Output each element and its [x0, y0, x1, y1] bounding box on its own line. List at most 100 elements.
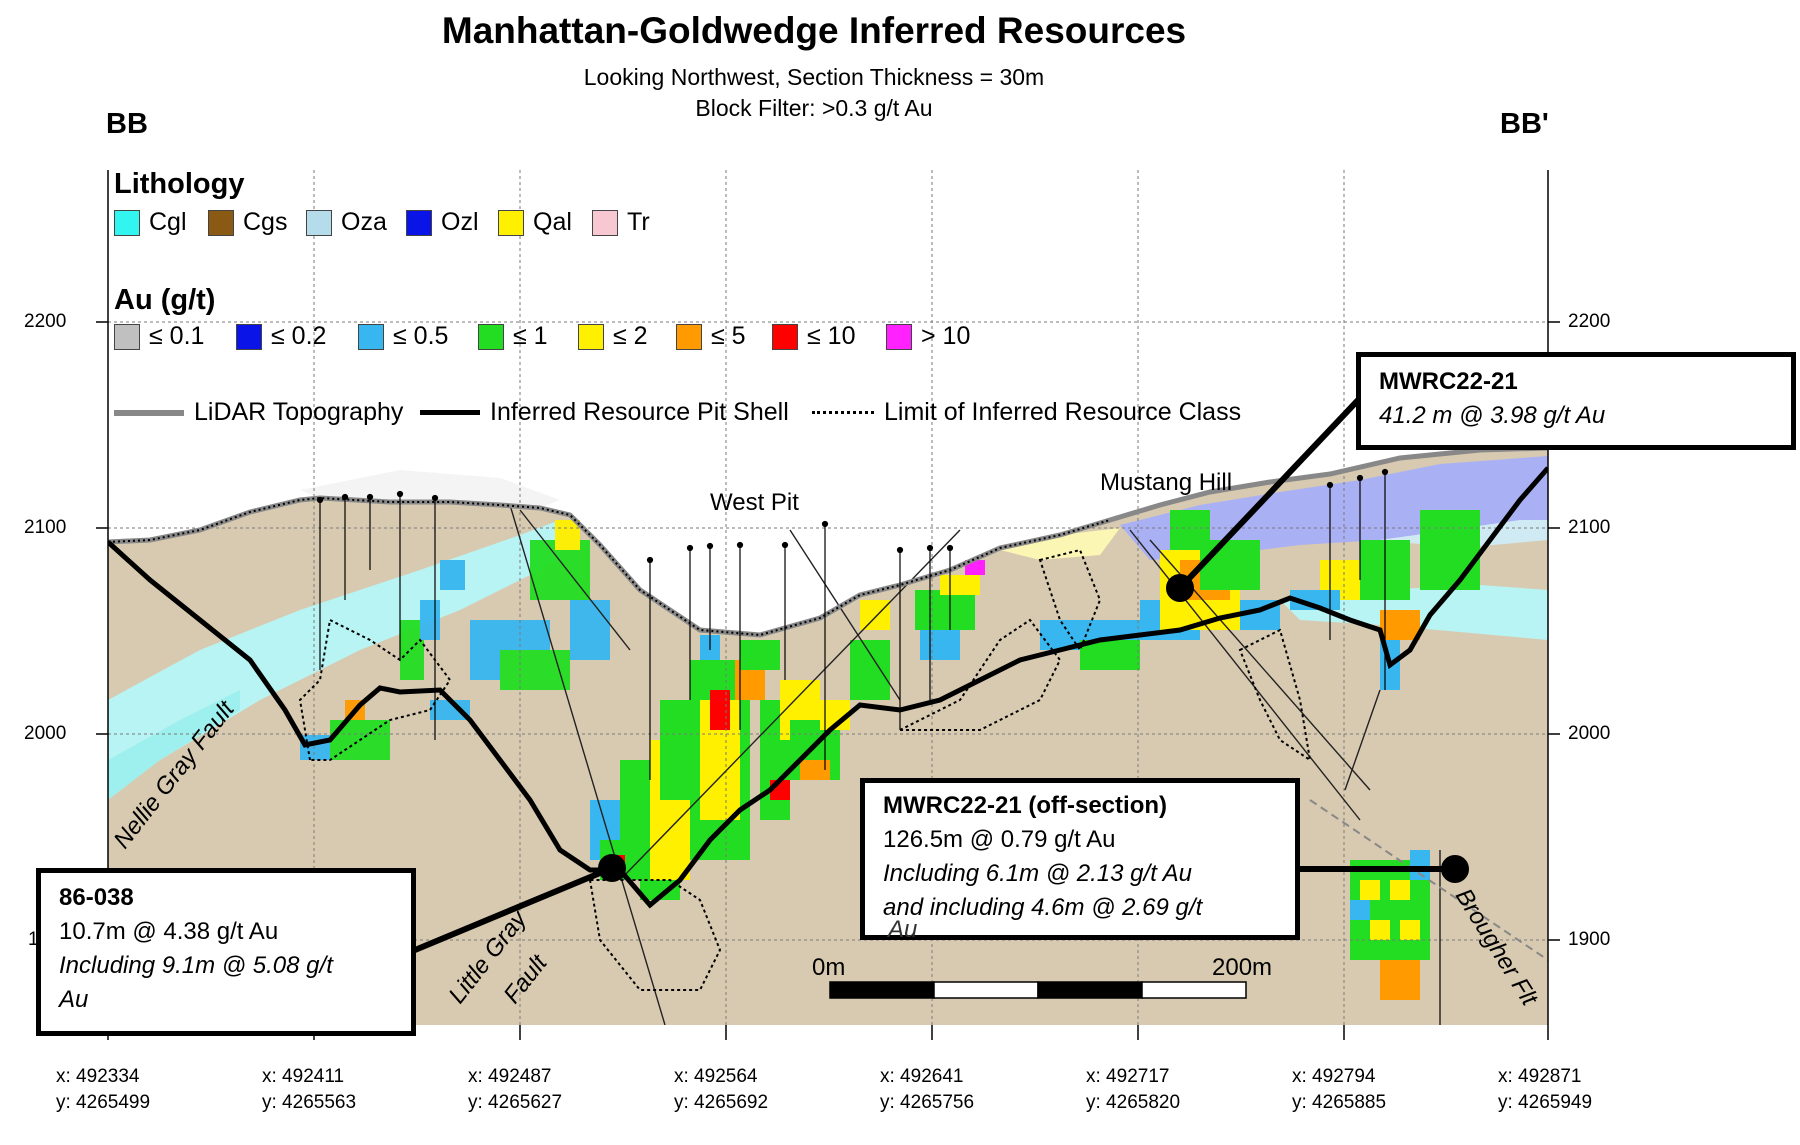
easting-label: x: 492487 — [468, 1066, 552, 1087]
callout-offsection-line4: Au — [888, 916, 918, 943]
au-legend-item: ≤ 0.2 — [236, 322, 326, 351]
legend-swatch — [886, 323, 912, 350]
fault-lines — [509, 504, 1381, 1025]
legend-swatch — [114, 209, 140, 236]
easting-label: x: 492564 — [674, 1066, 758, 1087]
west-pit-label: West Pit — [710, 489, 799, 516]
block-model-east — [1040, 510, 1480, 690]
callout-86-038-line3: Au — [59, 986, 89, 1013]
section-start-label: BB — [106, 108, 148, 140]
lithology-legend-item: Qal — [498, 208, 572, 237]
callout-offsection-line3: and including 4.6m @ 2.69 g/t — [883, 894, 1203, 921]
legend-swatch — [578, 323, 604, 350]
legend-pit-shell: Inferred Resource Pit Shell — [420, 398, 789, 427]
legend-label: ≤ 10 — [807, 322, 856, 350]
lithology-legend-item: Cgs — [208, 208, 287, 237]
legend-label: Ozl — [441, 208, 479, 236]
lithology-legend-title: Lithology — [114, 168, 245, 200]
northing-label: y: 4265756 — [880, 1092, 975, 1113]
legend-label: ≤ 2 — [613, 322, 648, 350]
legend-label: Tr — [627, 208, 650, 236]
scale-bar — [829, 981, 1247, 999]
northing-label: y: 4265949 — [1498, 1092, 1593, 1113]
easting-label: x: 492794 — [1292, 1066, 1376, 1087]
au-legend-item: > 10 — [886, 322, 970, 351]
legend-swatch — [358, 323, 384, 350]
coordinate-tick-label: x: 492564 y: 4265692 — [674, 1064, 768, 1116]
legend-swatch — [498, 209, 524, 236]
coordinate-tick-label: x: 492794 y: 4265885 — [1292, 1064, 1386, 1116]
qal-sliver — [1000, 528, 1120, 560]
legend-label: Oza — [341, 208, 387, 236]
legend-swatch — [114, 323, 140, 350]
legend-swatch — [208, 209, 234, 236]
inferred-pit-shell — [108, 466, 1548, 909]
callout-mwrc22-21: MWRC22-21 41.2 m @ 3.98 g/t Au — [1356, 352, 1796, 450]
callout-mwrc22-21-title: MWRC22-21 — [1379, 368, 1518, 395]
drill-holes — [316, 468, 1441, 1025]
lithology-legend-item: Cgl — [114, 208, 187, 237]
callout-leaders — [413, 395, 1469, 953]
coordinate-tick-label: x: 492871 y: 4265949 — [1498, 1064, 1592, 1116]
legend-swatch — [406, 209, 432, 236]
legend-label: Cgl — [149, 208, 187, 236]
y-tick-left-2000: 2000 — [24, 723, 67, 744]
scale-end-label: 200m — [1212, 954, 1272, 981]
legend-lidar-topography: LiDAR Topography — [114, 398, 403, 427]
callout-mwrc22-21-offsection: MWRC22-21 (off-section) 126.5m @ 0.79 g/… — [860, 778, 1300, 943]
scale-start-label: 0m — [812, 954, 845, 981]
au-legend-item: ≤ 2 — [578, 322, 648, 351]
section-end-label: BB' — [1500, 108, 1549, 140]
easting-label: x: 492411 — [262, 1066, 345, 1087]
chart-title: Manhattan-Goldwedge Inferred Resources — [441, 10, 1187, 51]
legend-label: Qal — [533, 208, 572, 236]
northing-label: y: 4265627 — [468, 1092, 563, 1113]
legend-swatch — [676, 323, 702, 350]
legend-label: ≤ 5 — [711, 322, 746, 350]
callout-mwrc22-21-line1: 41.2 m @ 3.98 g/t Au — [1379, 402, 1606, 429]
au-legend-item: ≤ 5 — [676, 322, 746, 351]
y-tick-right-2200: 2200 — [1568, 311, 1611, 332]
legend-resource-limit: Limit of Inferred Resource Class — [812, 398, 1241, 427]
legend-swatch — [478, 323, 504, 350]
northing-label: y: 4265820 — [1086, 1092, 1181, 1113]
resource-limit-outline — [298, 548, 1312, 991]
y-tick-right-2100: 2100 — [1568, 517, 1611, 538]
y-tick-left-2200: 2200 — [24, 311, 67, 332]
callout-86-038-title: 86-038 — [59, 884, 134, 911]
ozl-cap-east — [1120, 456, 1548, 560]
coordinate-tick-label: x: 492641 y: 4265756 — [880, 1064, 974, 1116]
callout-86-038: 86-038 10.7m @ 4.38 g/t Au Including 9.1… — [36, 868, 416, 1036]
callout-offsection-line2: Including 6.1m @ 2.13 g/t Au — [883, 860, 1192, 887]
northing-label: y: 4265563 — [262, 1092, 357, 1113]
chart-subtitle-section: Looking Northwest, Section Thickness = 3… — [583, 64, 1045, 90]
legend-swatch — [592, 209, 618, 236]
au-legend-item: ≤ 0.5 — [358, 322, 448, 351]
northing-label: y: 4265692 — [674, 1092, 769, 1113]
callout-86-038-line1: 10.7m @ 4.38 g/t Au — [59, 918, 279, 945]
callout-offsection-title: MWRC22-21 (off-section) — [883, 792, 1168, 819]
coordinate-tick-label: x: 492717 y: 4265820 — [1086, 1064, 1180, 1116]
legend-label: ≤ 1 — [513, 322, 548, 350]
legend-swatch — [772, 323, 798, 350]
au-legend-item: ≤ 1 — [478, 322, 548, 351]
legend-label: > 10 — [921, 322, 971, 350]
mustang-hill-label: Mustang Hill — [1100, 469, 1232, 496]
coordinate-tick-label: x: 492334 y: 4265499 — [56, 1064, 150, 1116]
easting-label: x: 492641 — [880, 1066, 964, 1087]
legend-label: ≤ 0.1 — [149, 322, 205, 350]
easting-label: x: 492334 — [56, 1066, 140, 1087]
legend-label: ≤ 0.2 — [271, 322, 327, 350]
au-legend-item: ≤ 10 — [772, 322, 855, 351]
easting-label: x: 492871 — [1498, 1066, 1582, 1087]
callout-offsection-line1: 126.5m @ 0.79 g/t Au — [883, 826, 1116, 853]
au-legend-title: Au (g/t) — [114, 284, 216, 316]
coordinate-tick-label: x: 492487 y: 4265627 — [468, 1064, 562, 1116]
legend-label: Cgs — [243, 208, 288, 236]
legend-label: ≤ 0.5 — [393, 322, 449, 350]
northing-label: y: 4265499 — [56, 1092, 151, 1113]
coordinate-tick-label: x: 492411 y: 4265563 — [262, 1064, 356, 1116]
lithology-legend-item: Ozl — [406, 208, 479, 237]
callout-86-038-line2: Including 9.1m @ 5.08 g/t — [59, 952, 333, 979]
northing-label: y: 4265885 — [1292, 1092, 1387, 1113]
